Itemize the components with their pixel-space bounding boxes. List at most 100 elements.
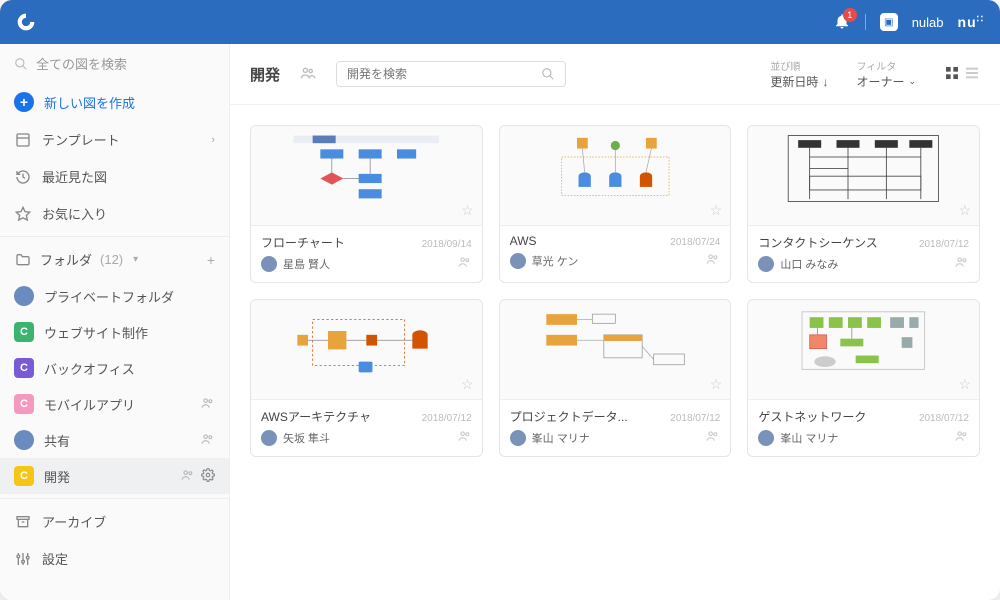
thumbnail-art	[259, 308, 474, 377]
archive-icon	[14, 513, 32, 531]
sort-label: 並び順	[770, 58, 828, 73]
author-avatar	[758, 256, 774, 272]
diagram-card[interactable]: ☆ フローチャート 2018/09/14 星島 賢人	[250, 125, 483, 283]
card-date: 2018/09/14	[422, 239, 472, 250]
folder-item[interactable]: Cバックオフィス	[0, 350, 229, 386]
shared-icon	[201, 396, 215, 413]
diagram-card[interactable]: ☆ AWS2018/07/24草光 ケン	[499, 125, 732, 283]
diagram-card[interactable]: ☆AWSアーキテクチャ2018/07/12矢坂 隼斗	[250, 299, 483, 457]
favorite-button[interactable]: ☆	[958, 202, 971, 219]
author-avatar	[758, 430, 774, 446]
page-title: 開発	[250, 64, 280, 85]
grid-view-button[interactable]	[944, 65, 960, 84]
chevron-down-icon: ▾	[133, 254, 138, 265]
favorite-button[interactable]: ☆	[710, 376, 723, 393]
card-meta: ゲストネットワーク2018/07/12峯山 マリナ	[748, 400, 979, 456]
folders-header[interactable]: フォルダ (12) ▾ +	[0, 241, 229, 278]
card-title: ゲストネットワーク	[758, 408, 866, 425]
sort-arrow-icon: ↓	[822, 75, 828, 89]
card-author: 矢坂 隼斗	[283, 430, 330, 446]
thumbnail-art	[756, 134, 971, 203]
folder-label: ウェブサイト制作	[44, 323, 148, 342]
sort-dropdown[interactable]: 並び順 更新日時 ↓	[770, 58, 828, 90]
thumbnail: ☆	[748, 300, 979, 400]
folder-badge-icon: C	[14, 466, 34, 486]
card-author: 草光 ケン	[532, 253, 579, 269]
sidebar-item-favorites[interactable]: お気に入り	[0, 195, 229, 232]
sidebar-search[interactable]: 全ての図を検索	[0, 44, 229, 83]
sidebar: 全ての図を検索 + 新しい図を作成 テンプレート › 最近見た図 お気に入り	[0, 44, 230, 600]
card-date: 2018/07/12	[422, 413, 472, 424]
favorite-button[interactable]: ☆	[461, 202, 474, 219]
brand-switcher[interactable]: ▣	[880, 13, 898, 31]
thumbnail-art	[259, 134, 474, 203]
folder-item[interactable]: C開発	[0, 458, 229, 494]
sort-value: 更新日時	[770, 73, 818, 90]
search-input-wrapper[interactable]	[336, 61, 566, 87]
card-date: 2018/07/12	[670, 413, 720, 424]
shared-icon	[201, 432, 215, 449]
folder-item[interactable]: Cモバイルアプリ	[0, 386, 229, 422]
thumbnail: ☆	[251, 126, 482, 226]
briefcase-icon: ▣	[884, 17, 893, 28]
filter-dropdown[interactable]: フィルタ オーナー⌄	[856, 58, 916, 90]
folder-item[interactable]: プライベートフォルダ	[0, 278, 229, 314]
favorite-button[interactable]: ☆	[710, 202, 723, 219]
history-icon	[14, 168, 32, 186]
favorite-button[interactable]: ☆	[461, 376, 474, 393]
recent-label: 最近見た図	[42, 167, 107, 186]
notification-badge: 1	[843, 8, 857, 22]
avatar	[14, 430, 34, 450]
folder-list: プライベートフォルダCウェブサイト制作CバックオフィスCモバイルアプリ共有C開発	[0, 278, 229, 494]
topbar: 1 ▣ nulab nu∷	[0, 0, 1000, 44]
notifications-button[interactable]: 1	[833, 12, 851, 33]
gear-icon[interactable]	[201, 468, 215, 485]
card-title: フローチャート	[261, 234, 345, 251]
card-author: 峯山 マリナ	[532, 430, 590, 446]
members-icon	[955, 255, 969, 272]
list-view-button[interactable]	[964, 65, 980, 84]
author-avatar	[261, 256, 277, 272]
add-folder-button[interactable]: +	[207, 252, 215, 268]
sidebar-item-recent[interactable]: 最近見た図	[0, 158, 229, 195]
chevron-right-icon: ›	[211, 134, 215, 146]
favorite-button[interactable]: ☆	[958, 376, 971, 393]
templates-label: テンプレート	[42, 130, 120, 149]
brand-text: nulab	[912, 15, 944, 30]
members-icon[interactable]	[300, 65, 316, 84]
card-date: 2018/07/12	[919, 239, 969, 250]
create-diagram-button[interactable]: + 新しい図を作成	[0, 83, 229, 121]
folder-item[interactable]: 共有	[0, 422, 229, 458]
thumbnail: ☆	[748, 126, 979, 226]
plus-icon: +	[14, 92, 34, 112]
card-meta: コンタクトシーケンス 2018/07/12 山口 みなみ	[748, 226, 979, 282]
settings-label: 設定	[42, 549, 68, 568]
diagram-card[interactable]: ☆ コンタクトシーケンス 2018/07/12 山口 みなみ	[747, 125, 980, 283]
folder-label: モバイルアプリ	[44, 395, 135, 414]
sidebar-item-settings[interactable]: 設定	[0, 540, 229, 577]
search-input[interactable]	[347, 67, 533, 81]
divider	[865, 14, 866, 30]
search-icon	[14, 57, 28, 71]
thumbnail: ☆	[500, 300, 731, 400]
card-meta: AWSアーキテクチャ2018/07/12矢坂 隼斗	[251, 400, 482, 456]
card-meta: AWS2018/07/24草光 ケン	[500, 226, 731, 279]
card-author: 山口 みなみ	[780, 256, 838, 272]
app-logo-icon	[16, 12, 36, 32]
main-header: 開発 並び順 更新日時 ↓ フィルタ オーナー⌄	[230, 44, 1000, 105]
create-label: 新しい図を作成	[44, 93, 135, 112]
card-author: 峯山 マリナ	[780, 430, 838, 446]
sidebar-item-templates[interactable]: テンプレート ›	[0, 121, 229, 158]
folders-count: (12)	[100, 252, 123, 267]
card-title: コンタクトシーケンス	[758, 234, 877, 251]
folder-item[interactable]: Cウェブサイト制作	[0, 314, 229, 350]
folder-label: 共有	[44, 431, 70, 450]
diagram-card[interactable]: ☆ ゲストネットワーク2018/07/12峯山 マリナ	[747, 299, 980, 457]
thumbnail-art	[508, 134, 723, 203]
separator	[0, 236, 229, 237]
diagram-card[interactable]: ☆プロジェクトデータ...2018/07/12峯山 マリナ	[499, 299, 732, 457]
sidebar-item-archive[interactable]: アーカイブ	[0, 503, 229, 540]
card-author: 星島 賢人	[283, 256, 330, 272]
members-icon	[458, 429, 472, 446]
author-avatar	[510, 253, 526, 269]
